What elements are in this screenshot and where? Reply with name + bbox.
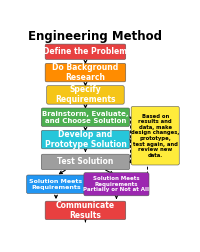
- FancyBboxPatch shape: [45, 44, 126, 59]
- FancyBboxPatch shape: [41, 154, 130, 170]
- Text: Communicate
Results: Communicate Results: [56, 201, 115, 220]
- Text: Based on
results and
data, make
design changes,
prototype,
test again, and
revie: Based on results and data, make design c…: [131, 114, 179, 158]
- Text: Do Background
Research: Do Background Research: [52, 63, 119, 82]
- Text: Test Solution: Test Solution: [57, 158, 114, 166]
- FancyBboxPatch shape: [27, 175, 85, 194]
- FancyBboxPatch shape: [41, 108, 130, 127]
- FancyBboxPatch shape: [45, 201, 126, 220]
- Text: Develop and
Prototype Solution: Develop and Prototype Solution: [45, 130, 126, 149]
- FancyBboxPatch shape: [41, 130, 130, 149]
- FancyBboxPatch shape: [131, 107, 179, 165]
- Text: Solution Meets
Requirements: Solution Meets Requirements: [29, 179, 83, 190]
- Text: Brainstorm, Evaluate,
and Choose Solution: Brainstorm, Evaluate, and Choose Solutio…: [42, 111, 129, 124]
- Text: Solution Meets
Requirements
Partially or Not at All: Solution Meets Requirements Partially or…: [83, 176, 149, 192]
- FancyBboxPatch shape: [84, 173, 149, 196]
- Text: Specify
Requirements: Specify Requirements: [55, 85, 116, 104]
- FancyBboxPatch shape: [47, 86, 124, 104]
- Text: Define the Problem: Define the Problem: [43, 47, 128, 56]
- FancyBboxPatch shape: [45, 63, 126, 82]
- Text: Engineering Method: Engineering Method: [28, 30, 162, 43]
